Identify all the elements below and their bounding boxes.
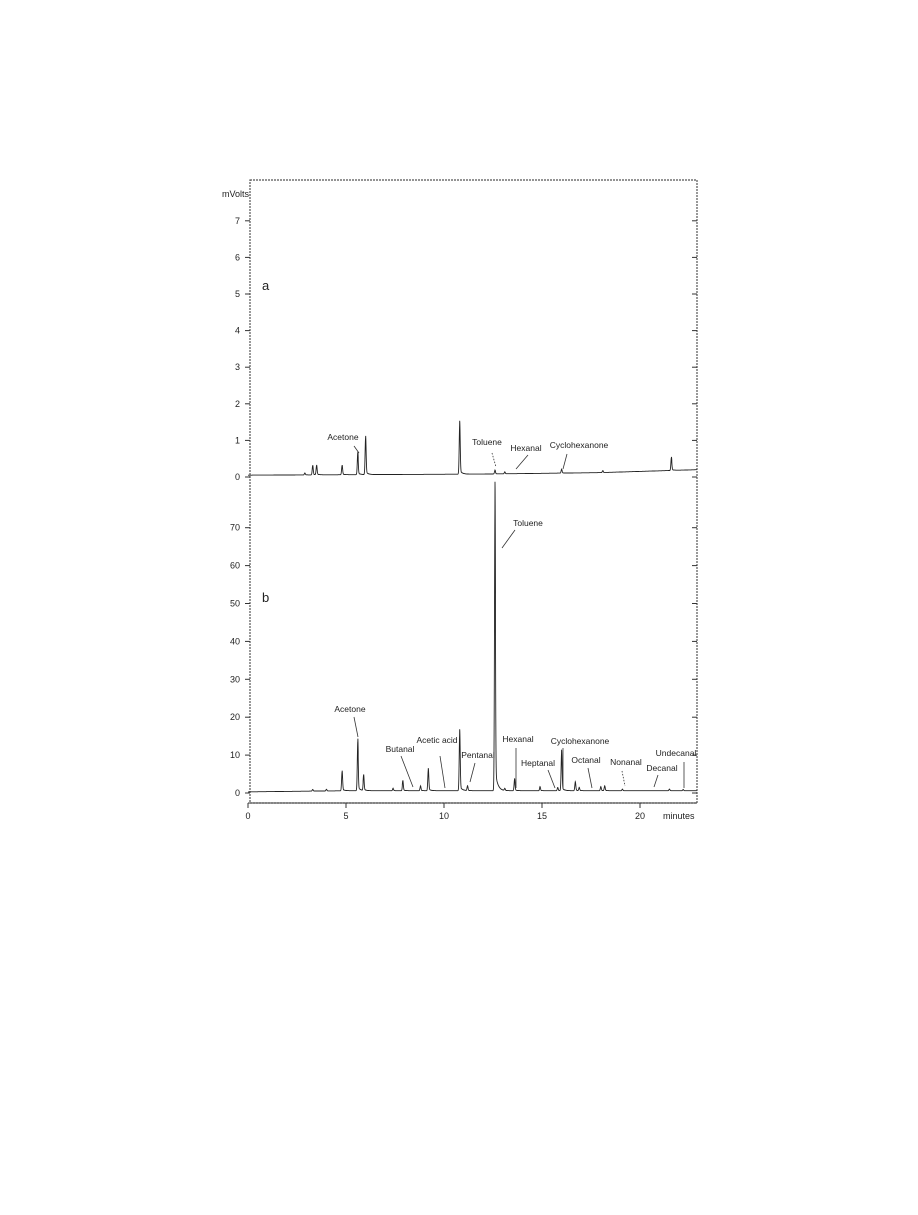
y-tick-label-a: 6 — [235, 252, 240, 262]
y-tick-label-b: 70 — [230, 523, 240, 533]
peak-label-undecanal: Undecanal — [656, 748, 697, 758]
peak-label-cyclohexanone: Cyclohexanone — [551, 736, 610, 746]
peak-label-heptanal: Heptanal — [521, 758, 555, 768]
peak-label-leader — [353, 445, 360, 454]
peak-label-acetone: Acetone — [327, 432, 358, 442]
y-tick-label-b: 10 — [230, 750, 240, 760]
peak-label-nonanal: Nonanal — [610, 757, 642, 767]
peak-label-leader — [491, 452, 497, 468]
y-tick-label-a: 4 — [235, 326, 240, 336]
x-tick-label: 0 — [245, 811, 250, 821]
y-tick-label-a: 3 — [235, 362, 240, 372]
peak-label-acetone: Acetone — [334, 704, 365, 714]
peak-label-toluene: Toluene — [472, 437, 502, 447]
peak-label-hexanal: Hexanal — [510, 443, 541, 453]
y-tick-label-b: 0 — [235, 788, 240, 798]
y-tick-label-a: 5 — [235, 289, 240, 299]
peak-label-leader — [515, 454, 529, 470]
y-tick-label-a: 1 — [235, 435, 240, 445]
y-tick-label-a: 7 — [235, 216, 240, 226]
peak-label-leader — [439, 755, 446, 789]
y-axis-label-a: mVolts — [222, 189, 250, 199]
x-tick-label: 10 — [439, 811, 449, 821]
panel-label-b: b — [262, 590, 269, 605]
peak-label-leader — [501, 529, 516, 549]
plot-frame — [249, 179, 698, 804]
peak-label-leader — [353, 716, 359, 738]
peak-label-cyclohexanone: Cyclohexanone — [550, 440, 609, 450]
y-tick-label-a: 0 — [235, 472, 240, 482]
peak-label-leader — [400, 755, 414, 788]
peak-label-butanal: Butanal — [386, 744, 415, 754]
y-tick-label-a: 2 — [235, 399, 240, 409]
peak-label-decanal: Decanal — [646, 763, 677, 773]
peak-label-pentanal: Pentanal — [461, 750, 495, 760]
panel-label-a: a — [262, 278, 270, 293]
y-tick-label-b: 30 — [230, 674, 240, 684]
y-tick-label-b: 60 — [230, 561, 240, 571]
x-tick-label: 20 — [635, 811, 645, 821]
peak-label-hexanal: Hexanal — [502, 734, 533, 744]
x-tick-label: 15 — [537, 811, 547, 821]
peak-label-toluene: Toluene — [513, 518, 543, 528]
x-axis-label: minutes — [663, 811, 695, 821]
peak-label-leader — [562, 453, 568, 470]
peak-label-leader — [621, 770, 626, 787]
peak-label-leader — [587, 767, 593, 789]
y-tick-label-b: 20 — [230, 712, 240, 722]
peak-label-octanal: Octanal — [571, 755, 600, 765]
y-tick-label-b: 40 — [230, 636, 240, 646]
peak-label-leader — [469, 762, 476, 783]
peak-label-leader — [547, 769, 556, 789]
chromatogram-trace-a — [248, 420, 697, 476]
x-tick-label: 5 — [343, 811, 348, 821]
peak-label-leader — [653, 774, 659, 788]
y-tick-label-b: 50 — [230, 599, 240, 609]
chromatogram-trace-b — [248, 481, 697, 793]
peak-label-acetic-acid: Acetic acid — [416, 735, 457, 745]
